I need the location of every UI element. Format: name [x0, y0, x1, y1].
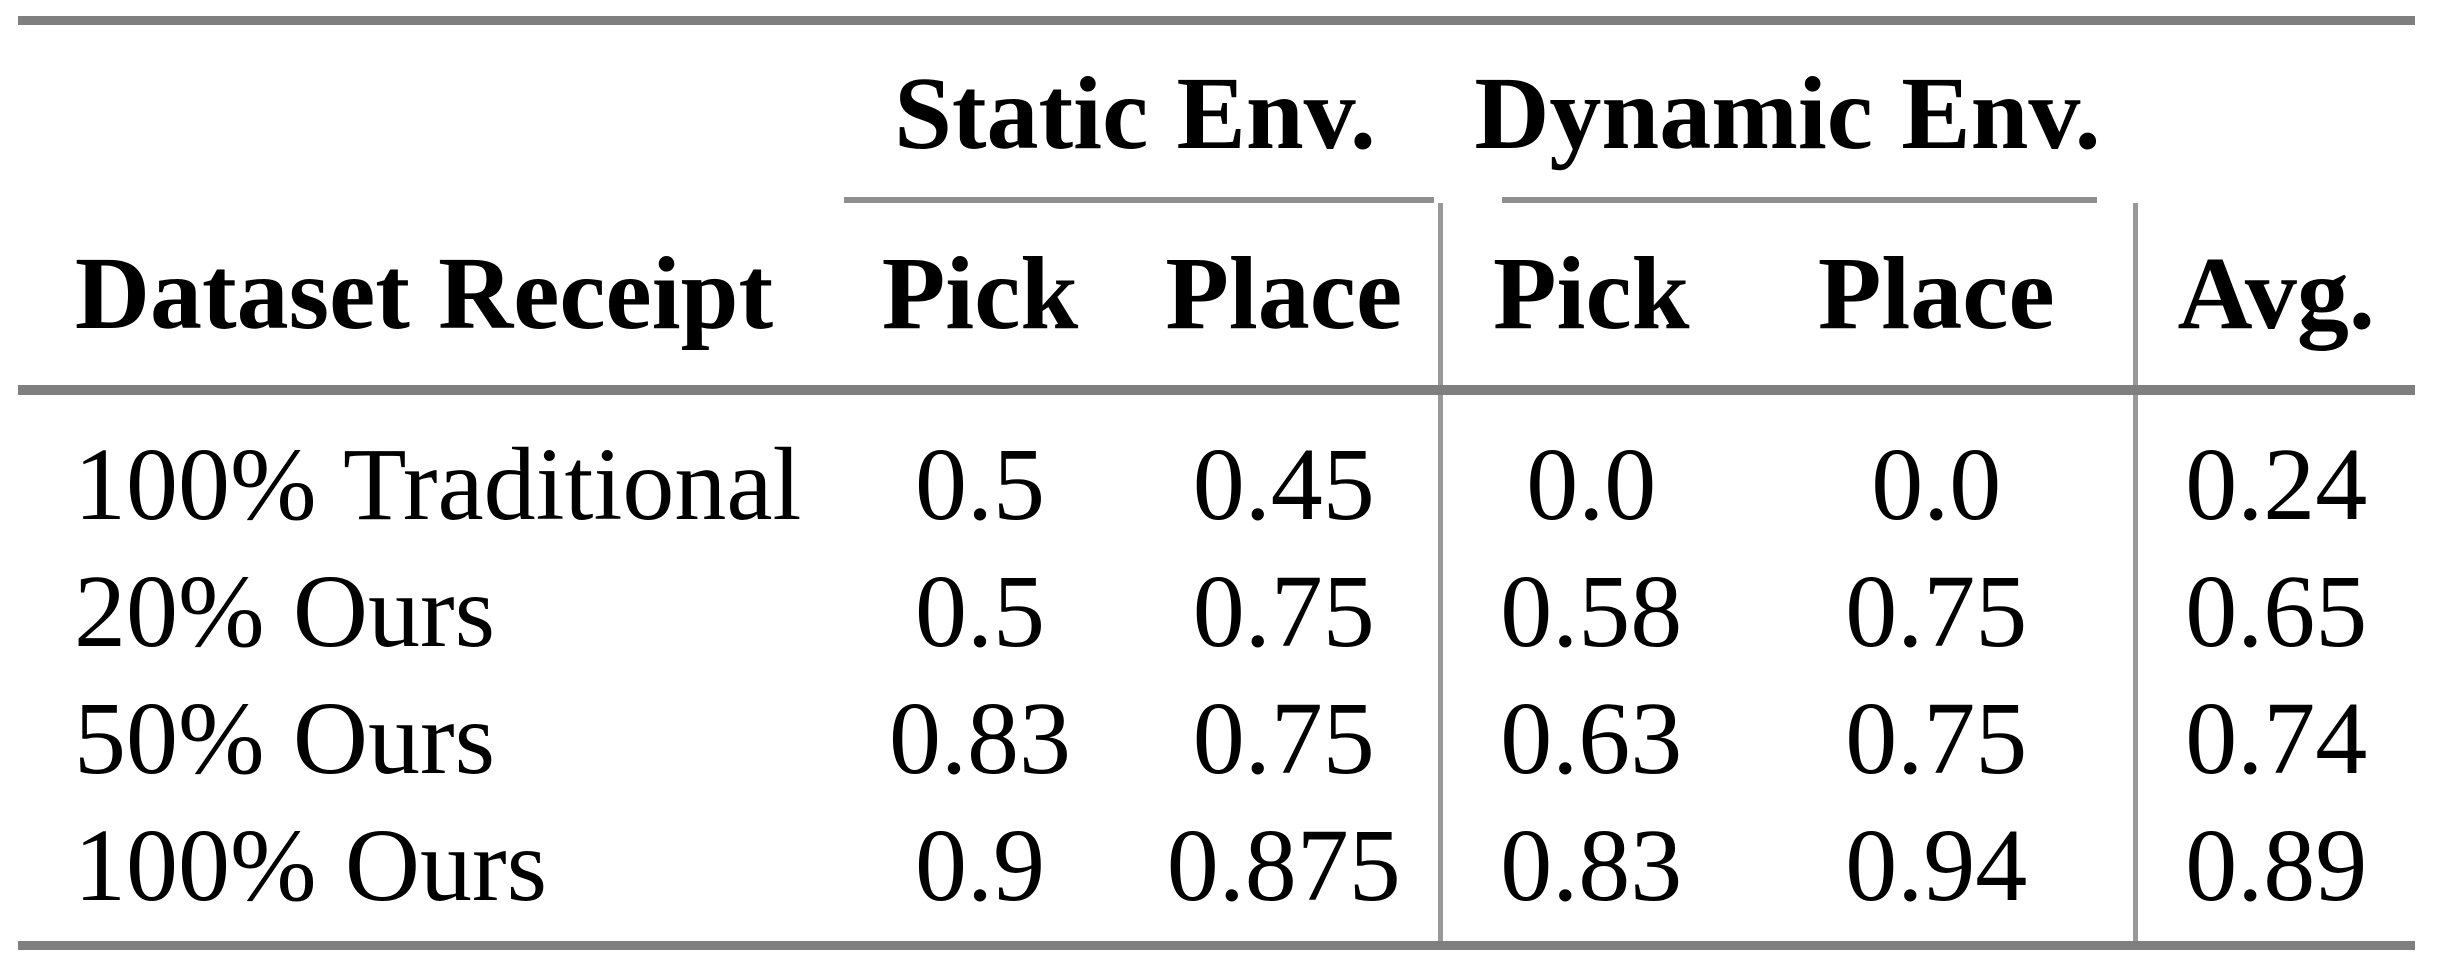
dynamic-place-value: 0.94 [1740, 802, 2138, 946]
spanner-blank-cell [2135, 21, 2415, 204]
dynamic-pick-value: 0.0 [1526, 426, 1657, 542]
dynamic-env-group-header: Dynamic Env. [1440, 21, 2135, 203]
dynamic-place-value: 0.0 [1740, 390, 2138, 548]
dynamic-pick-header: Pick [1440, 203, 1740, 395]
row-label: 50% Ours [74, 680, 496, 796]
row-label: 100% Traditional [74, 426, 802, 542]
dynamic-pick-value: 0.83 [1500, 807, 1683, 923]
static-pick-value: 0.9 [915, 807, 1045, 923]
dynamic-place-value: 0.75 [1740, 675, 2138, 802]
static-env-cmidrule [844, 197, 1434, 203]
avg-value: 0.65 [2185, 553, 2368, 669]
avg-header: Avg. [2135, 203, 2415, 395]
dynamic-env-label: Dynamic Env. [1474, 56, 2101, 171]
results-table: Static Env. Dynamic Env. Dataset Receipt… [18, 16, 2415, 950]
dynamic-pick-value: 0.58 [1500, 553, 1683, 669]
table-row: 100% Ours 0.9 0.875 0.83 0.94 0.89 [18, 802, 2415, 946]
static-pick-value: 0.5 [915, 426, 1045, 542]
table-row: 50% Ours 0.83 0.75 0.63 0.75 0.74 [18, 675, 2415, 802]
static-place-value: 0.75 [1130, 675, 1443, 802]
table-row: 20% Ours 0.5 0.75 0.58 0.75 0.65 [18, 548, 2415, 675]
row-label: 100% Ours [74, 807, 548, 923]
static-pick-value: 0.5 [915, 553, 1045, 669]
column-header-row: Dataset Receipt Pick Place Pick Place Av… [18, 203, 2415, 395]
static-pick-header: Pick [830, 203, 1130, 395]
static-place-value: 0.45 [1130, 390, 1443, 548]
dynamic-place-value: 0.75 [1740, 548, 2138, 675]
row-label: 20% Ours [74, 553, 496, 669]
static-place-header: Place [1130, 203, 1443, 395]
dataset-receipt-header: Dataset Receipt [18, 203, 830, 395]
table-row: 100% Traditional 0.5 0.45 0.0 0.0 0.24 [18, 390, 2415, 548]
avg-value: 0.89 [2185, 807, 2368, 923]
spanner-blank-cell [18, 21, 830, 204]
dynamic-pick-value: 0.63 [1500, 680, 1683, 796]
dynamic-env-cmidrule [1502, 197, 2097, 203]
column-group-header-row: Static Env. Dynamic Env. [18, 21, 2415, 204]
static-env-label: Static Env. [894, 56, 1376, 171]
avg-value: 0.74 [2185, 680, 2368, 796]
dynamic-place-header: Place [1740, 203, 2138, 395]
static-env-group-header: Static Env. [830, 21, 1440, 203]
static-pick-value: 0.83 [889, 680, 1071, 796]
avg-value: 0.24 [2185, 426, 2368, 542]
static-place-value: 0.875 [1130, 802, 1443, 946]
static-place-value: 0.75 [1130, 548, 1443, 675]
